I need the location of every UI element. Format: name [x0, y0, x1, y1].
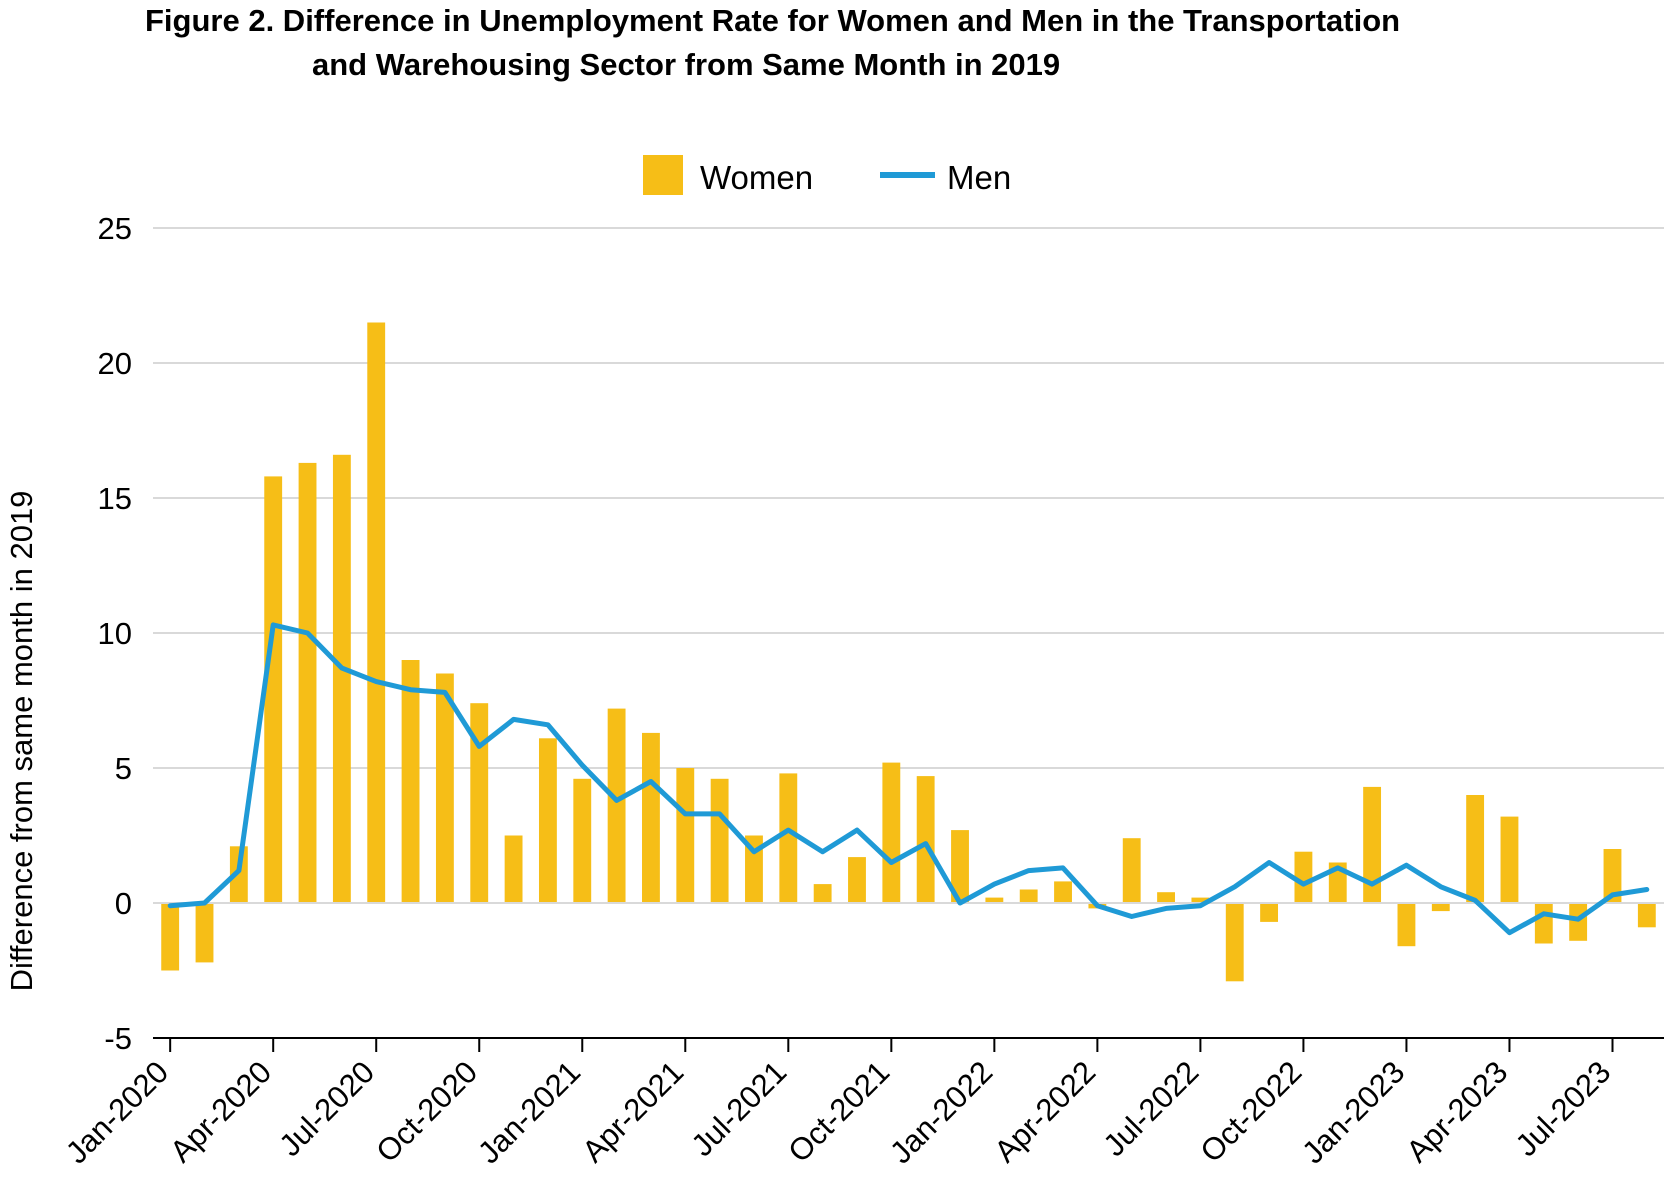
x-tick-label: Oct-2022: [1193, 1054, 1308, 1169]
women-bar: [1225, 903, 1244, 982]
x-tick-label: Jan-2023: [1295, 1054, 1411, 1170]
women-bar: [1260, 903, 1279, 922]
women-bar: [1157, 892, 1175, 903]
women-bar: [1466, 795, 1485, 903]
x-tick-label: Jan-2021: [471, 1054, 587, 1170]
x-tick-label: Oct-2020: [369, 1054, 484, 1169]
women-bar: [1534, 903, 1553, 944]
women-bar: [1500, 816, 1519, 903]
women-bar: [298, 462, 317, 903]
x-tick-label: Apr-2021: [575, 1054, 690, 1169]
women-bar: [1191, 897, 1210, 903]
y-axis-label: Difference from same month in 2019: [4, 491, 39, 992]
women-bar: [607, 708, 626, 903]
women-bar: [538, 738, 557, 903]
legend-women-swatch: [643, 155, 683, 195]
women-bar: [573, 778, 592, 903]
y-axis-ticks: -5 0 5 10 15 20 25: [98, 211, 132, 1056]
women-bar: [1019, 889, 1038, 903]
women-bar: [367, 322, 386, 903]
women-bar: [470, 703, 489, 903]
women-bar: [813, 884, 832, 903]
women-bar: [332, 454, 351, 903]
x-tick-label: Jul-2021: [684, 1054, 793, 1163]
x-tick-label: Apr-2022: [987, 1054, 1102, 1169]
women-bar: [710, 778, 729, 903]
x-axis: Jan-2020Apr-2020Jul-2020Oct-2020Jan-2021…: [59, 1037, 1664, 1170]
women-bar: [985, 897, 1004, 903]
women-bar: [1054, 881, 1072, 903]
y-tick-label: -5: [104, 1021, 132, 1056]
y-tick-label: 25: [98, 211, 132, 246]
women-bar: [745, 835, 763, 903]
chart-title-line-1: Figure 2. Difference in Unemployment Rat…: [145, 3, 1400, 38]
women-bars: [161, 322, 1656, 982]
men-line-group: [167, 622, 1650, 936]
y-tick-label: 0: [115, 886, 132, 921]
legend-men-label: Men: [947, 159, 1011, 196]
women-bar: [1122, 838, 1141, 903]
chart-title-line-2: and Warehousing Sector from Same Month i…: [312, 47, 1060, 82]
y-tick-label: 5: [115, 751, 132, 786]
women-bar: [1603, 849, 1622, 903]
women-bar: [401, 660, 420, 903]
women-bar: [848, 857, 866, 903]
y-tick-label: 10: [98, 616, 132, 651]
women-bar: [1569, 903, 1588, 941]
women-bar: [1363, 786, 1382, 903]
x-tick-label: Jul-2023: [1509, 1054, 1618, 1163]
women-bar: [435, 673, 454, 903]
women-bar: [195, 903, 214, 963]
women-bar: [1397, 903, 1416, 947]
women-bar: [161, 903, 180, 971]
legend: Women Men: [643, 155, 1011, 196]
men-series-line: [167, 622, 1650, 936]
women-bar: [504, 835, 523, 903]
women-bar: [882, 762, 901, 903]
x-tick-label: Apr-2023: [1399, 1054, 1514, 1169]
women-bar: [916, 776, 935, 903]
women-bar: [676, 768, 695, 903]
women-bar: [264, 476, 283, 903]
women-bar: [1637, 903, 1656, 928]
women-bar: [951, 830, 969, 903]
x-tick-label: Oct-2021: [781, 1054, 896, 1169]
x-tick-label: Jul-2020: [272, 1054, 381, 1163]
y-tick-label: 20: [98, 346, 132, 381]
x-tick-label: Jul-2022: [1097, 1054, 1206, 1163]
women-bar: [642, 732, 660, 903]
legend-women-label: Women: [700, 159, 813, 196]
x-tick-label: Apr-2020: [163, 1054, 278, 1169]
women-bar: [229, 846, 248, 903]
women-bar: [1431, 903, 1450, 912]
y-tick-label: 15: [98, 481, 132, 516]
x-tick-label: Jan-2022: [883, 1054, 999, 1170]
women-bar: [779, 773, 798, 903]
x-tick-label: Jan-2020: [59, 1054, 175, 1170]
women-bar: [1294, 851, 1313, 903]
